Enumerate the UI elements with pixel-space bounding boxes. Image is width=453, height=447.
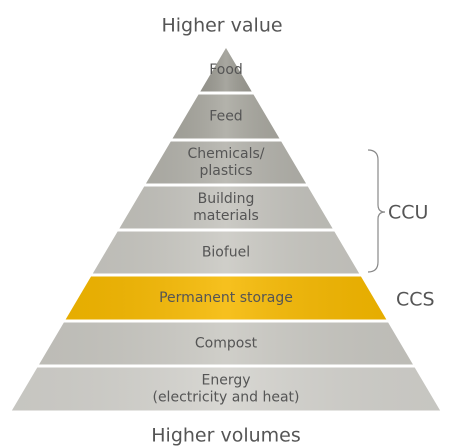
layer-label: Permanent storage xyxy=(159,290,293,306)
group-label: CCU xyxy=(388,202,428,224)
layers: Food Feed Chemicals/plastics Buildingmateri… xyxy=(11,48,441,411)
layer-label: Feed xyxy=(209,109,242,125)
layer-shade xyxy=(65,276,387,320)
layer-shade xyxy=(39,322,413,365)
layer-label: materials xyxy=(193,208,259,224)
layer-label: Biofuel xyxy=(202,245,250,261)
brace xyxy=(367,149,386,273)
layer-label: (electricity and heat) xyxy=(152,390,299,406)
layer-label: Building xyxy=(198,191,255,207)
layer-shade xyxy=(92,231,360,274)
layer-label: Energy xyxy=(201,373,250,389)
layer-label: Food xyxy=(209,62,243,78)
layer-shade xyxy=(11,367,441,411)
layer-shade xyxy=(172,94,280,139)
layer-shade xyxy=(145,141,307,184)
bottom-label: Higher volumes xyxy=(151,425,301,447)
layer-label: plastics xyxy=(199,163,252,179)
layer-shade xyxy=(200,48,252,92)
layer-label: Chemicals/ xyxy=(188,146,265,162)
group-label: CCS xyxy=(396,289,435,311)
layer-label: Compost xyxy=(195,336,258,352)
top-label: Higher value xyxy=(161,15,282,37)
layer-shade xyxy=(119,186,333,229)
